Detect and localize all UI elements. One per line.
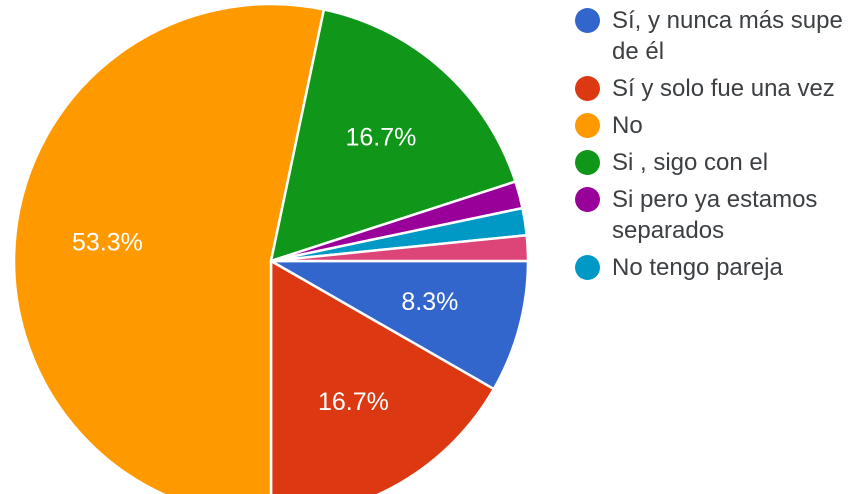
legend-label: Si pero ya estamos separados	[612, 186, 818, 244]
legend-item-sigo-con-el[interactable]: Si , sigo con el	[575, 147, 845, 178]
slice-label-solo-una-vez: 16.7%	[318, 388, 389, 416]
slice-label-sigo-con-el: 16.7%	[345, 123, 416, 151]
legend-label: Si , sigo con el	[612, 149, 769, 176]
legend-dot-teal	[575, 255, 600, 280]
slice-label-no: 53.3%	[72, 229, 143, 257]
legend-label: Sí y solo fue una vez	[612, 75, 835, 102]
legend-item-nunca-mas[interactable]: Sí, y nunca más supe de él	[575, 5, 845, 67]
pie-chart: 8.3% 16.7% 53.3% 16.7%	[12, 2, 530, 494]
legend-item-separados[interactable]: Si pero ya estamos separados	[575, 184, 845, 246]
legend-item-no[interactable]: No	[575, 110, 845, 141]
legend-item-solo-una-vez[interactable]: Sí y solo fue una vez	[575, 73, 845, 104]
pie-slice-nunca-mas[interactable]	[266, 259, 530, 391]
legend-dot-blue	[575, 8, 600, 33]
legend-dot-orange	[575, 113, 600, 138]
legend-item-no-tengo-pareja[interactable]: No tengo pareja	[575, 252, 845, 283]
legend-label: No tengo pareja	[612, 254, 783, 281]
pie-slice-no[interactable]	[12, 2, 326, 494]
pie-slice-solo-una-vez[interactable]	[269, 258, 496, 494]
pie-slice-sigo-con-el[interactable]	[269, 8, 517, 263]
pie-slice-other[interactable]	[270, 233, 530, 263]
legend-dot-green	[575, 150, 600, 175]
legend-label: No	[612, 112, 643, 139]
legend-label: Sí, y nunca más supe de él	[612, 7, 843, 65]
legend-dot-red	[575, 76, 600, 101]
slice-label-nunca-mas: 8.3%	[401, 288, 458, 316]
legend: Sí, y nunca más supe de él Sí y solo fue…	[575, 5, 845, 289]
legend-dot-purple	[575, 187, 600, 212]
